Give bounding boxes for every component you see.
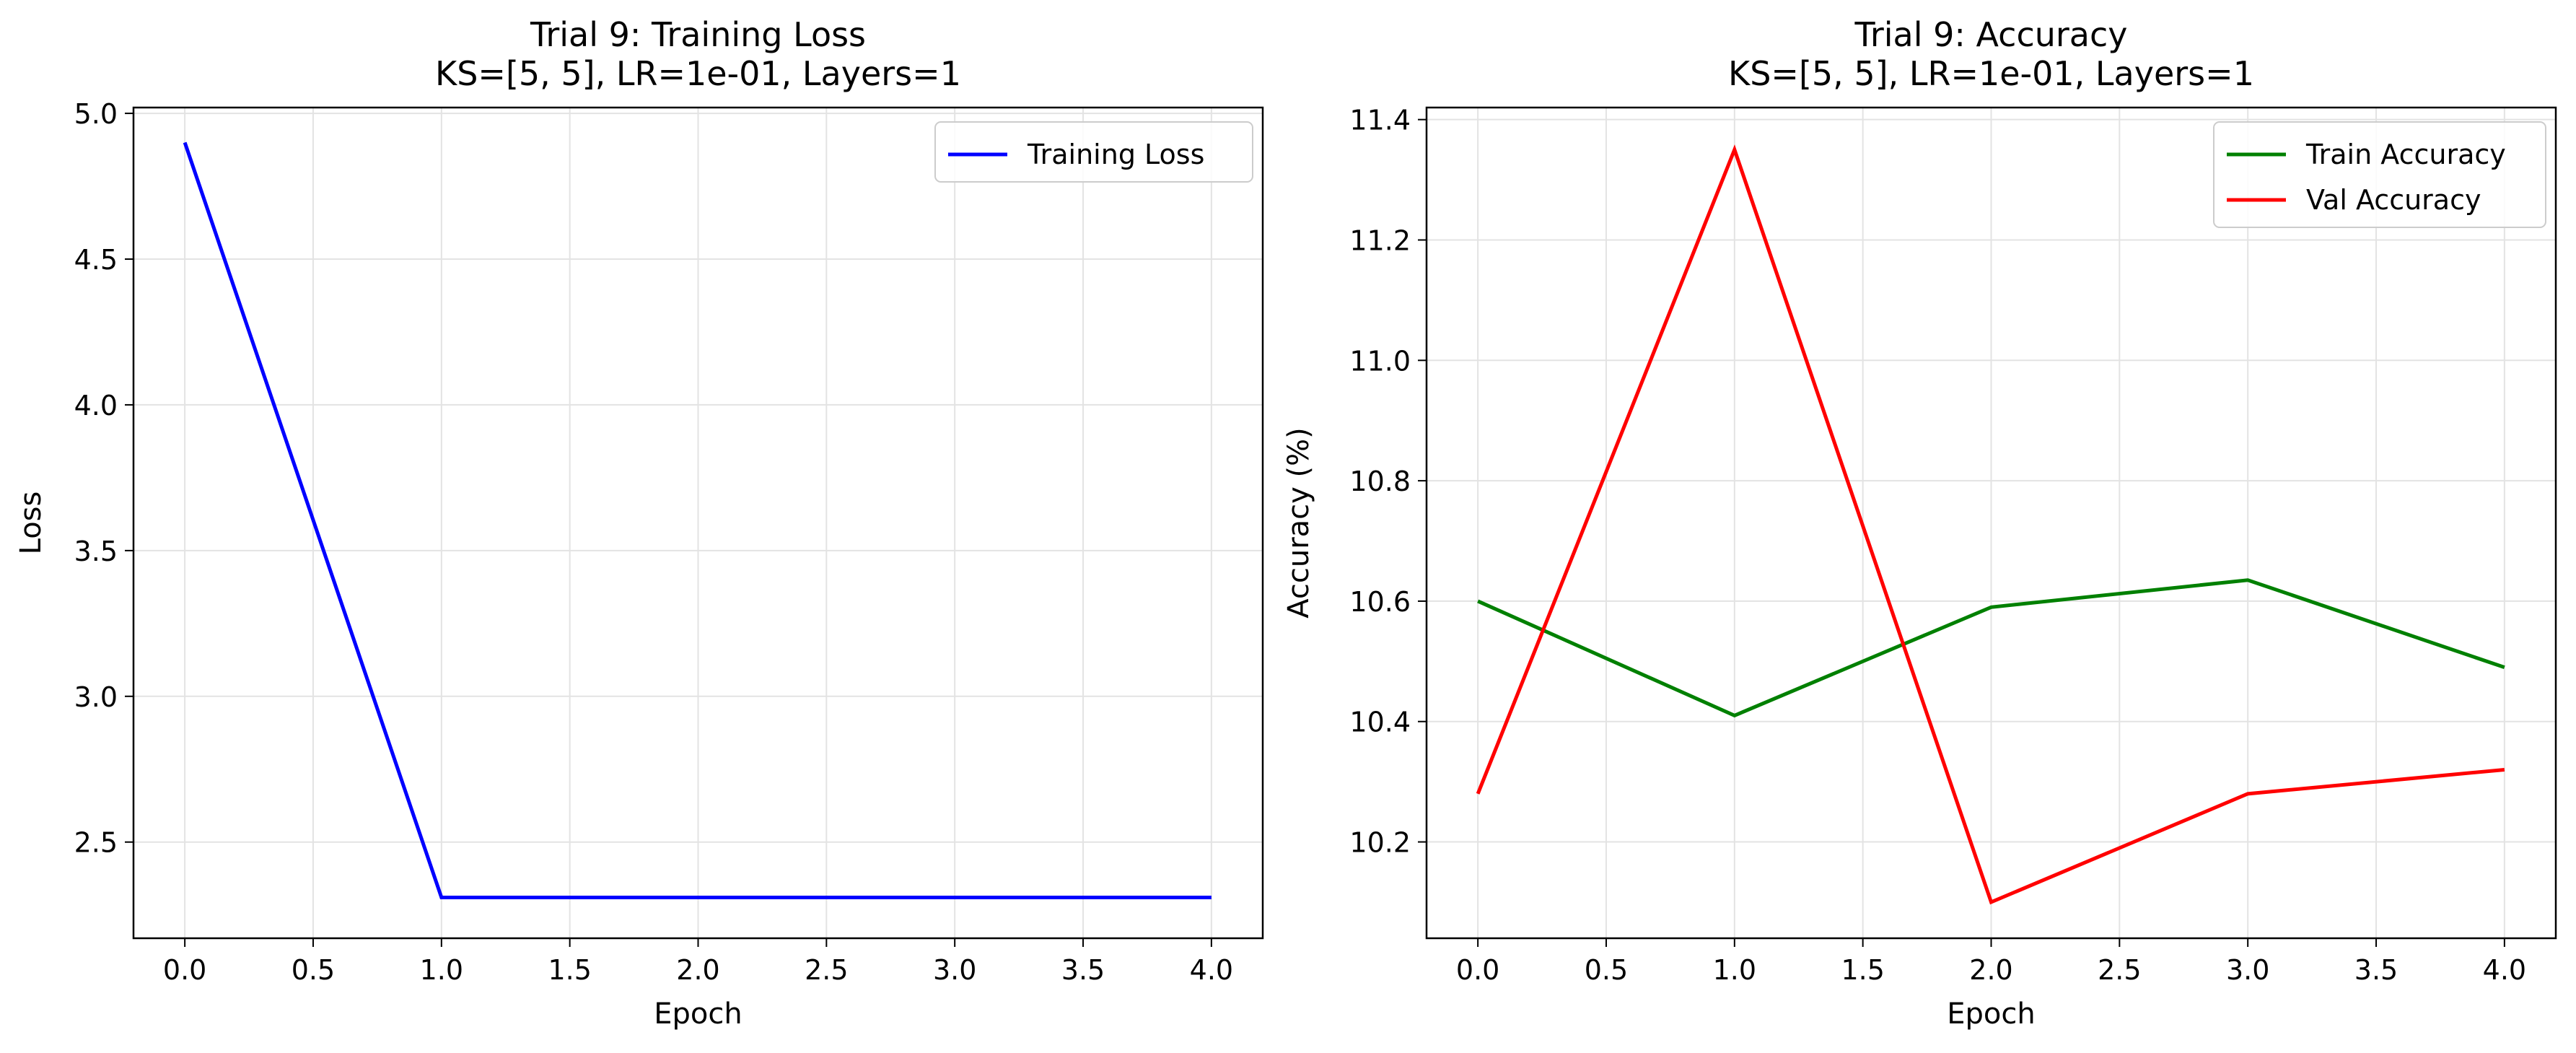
chart-title: Trial 9: Training Loss <box>530 15 866 54</box>
plot-frame <box>1425 106 2557 940</box>
y-tick-label: 3.0 <box>74 681 118 713</box>
x-tick-label: 3.5 <box>2354 954 2398 986</box>
legend-box <box>2213 121 2546 228</box>
series-line-train-accuracy <box>1477 578 2505 718</box>
y-tick-label: 11.4 <box>1349 105 1411 136</box>
x-tick-label: 2.5 <box>2098 954 2141 986</box>
x-tick-label: 1.5 <box>1841 954 1884 986</box>
y-tick-label: 10.4 <box>1349 707 1411 738</box>
y-tick-label: 11.0 <box>1349 345 1411 377</box>
x-axis-label: Epoch <box>654 997 742 1031</box>
x-tick-label: 1.5 <box>548 954 591 986</box>
series-line-training-loss <box>183 141 1212 899</box>
x-tick-label: 0.0 <box>1456 954 1499 986</box>
plot-frame <box>132 106 1264 940</box>
y-axis-label: Accuracy (%) <box>1282 427 1315 619</box>
x-tick-label: 1.0 <box>420 954 463 986</box>
chart-subtitle: KS=[5, 5], LR=1e-01, Layers=1 <box>1728 54 2254 93</box>
y-tick-label: 10.8 <box>1349 466 1411 497</box>
x-tick-label: 1.0 <box>1713 954 1756 986</box>
x-tick-label: 3.0 <box>933 954 976 986</box>
y-tick-label: 4.0 <box>74 390 118 421</box>
x-tick-label: 4.0 <box>2483 954 2526 986</box>
legend-box <box>934 121 1253 183</box>
legend-label: Training Loss <box>1027 139 1204 170</box>
y-tick-label: 10.2 <box>1349 827 1411 859</box>
x-tick-label: 0.5 <box>1585 954 1628 986</box>
legend-label: Train Accuracy <box>2305 139 2506 170</box>
chart-subtitle: KS=[5, 5], LR=1e-01, Layers=1 <box>435 54 961 93</box>
x-tick-label: 4.0 <box>1190 954 1233 986</box>
y-tick-label: 2.5 <box>74 827 118 859</box>
y-axis-label: Loss <box>14 491 48 555</box>
y-tick-label: 3.5 <box>74 536 118 567</box>
x-tick-label: 2.0 <box>1969 954 2012 986</box>
y-tick-label: 11.2 <box>1349 224 1411 256</box>
y-tick-label: 5.0 <box>74 98 118 130</box>
x-tick-label: 3.5 <box>1061 954 1105 986</box>
legend-label: Val Accuracy <box>2306 184 2481 216</box>
y-tick-label: 10.6 <box>1349 586 1411 618</box>
x-tick-label: 0.0 <box>163 954 206 986</box>
x-axis-label: Epoch <box>1947 997 2035 1031</box>
x-tick-label: 0.5 <box>292 954 335 986</box>
chart-title: Trial 9: Accuracy <box>1854 15 2127 54</box>
x-tick-label: 2.0 <box>676 954 719 986</box>
y-tick-label: 4.5 <box>74 244 118 276</box>
series-line-val-accuracy <box>1476 144 2505 905</box>
x-tick-label: 2.5 <box>805 954 848 986</box>
x-tick-label: 3.0 <box>2226 954 2269 986</box>
